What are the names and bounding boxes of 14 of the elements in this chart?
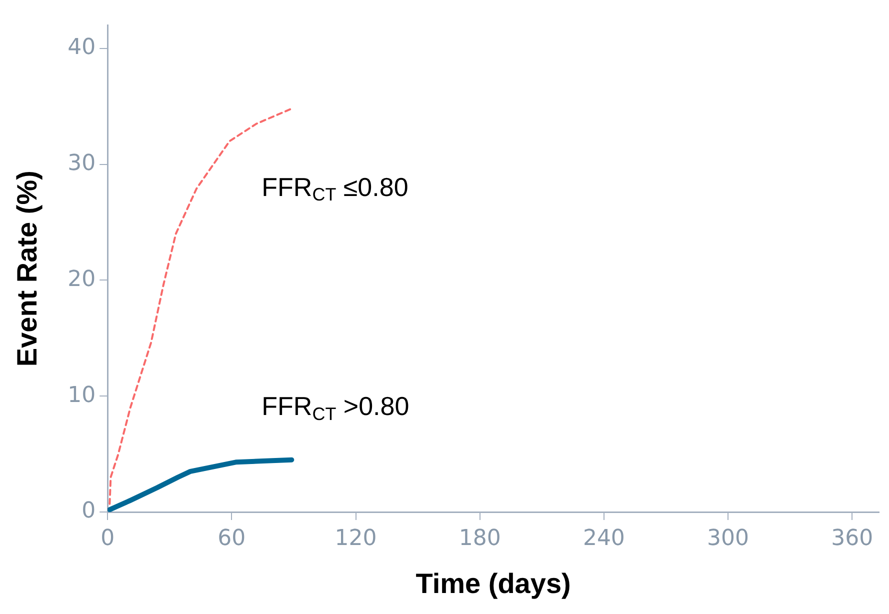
- y-axis-title: Event Rate (%): [12, 170, 43, 367]
- x-axis-title: Time (days): [416, 568, 571, 599]
- x-tick-label: 120: [334, 526, 377, 551]
- x-tick-label: 360: [831, 526, 874, 551]
- y-tick-label: 20: [68, 266, 96, 292]
- y-tick-label: 30: [68, 151, 96, 176]
- y-tick-label: 40: [68, 35, 96, 60]
- x-tick-label: 240: [582, 526, 625, 551]
- x-tick-label: 300: [707, 526, 750, 551]
- x-tick-label: 60: [218, 526, 246, 551]
- x-tick-label: 180: [458, 526, 501, 551]
- x-tick-label: 0: [100, 526, 115, 551]
- y-tick-label: 0: [82, 498, 96, 524]
- y-tick-label: 10: [68, 382, 96, 408]
